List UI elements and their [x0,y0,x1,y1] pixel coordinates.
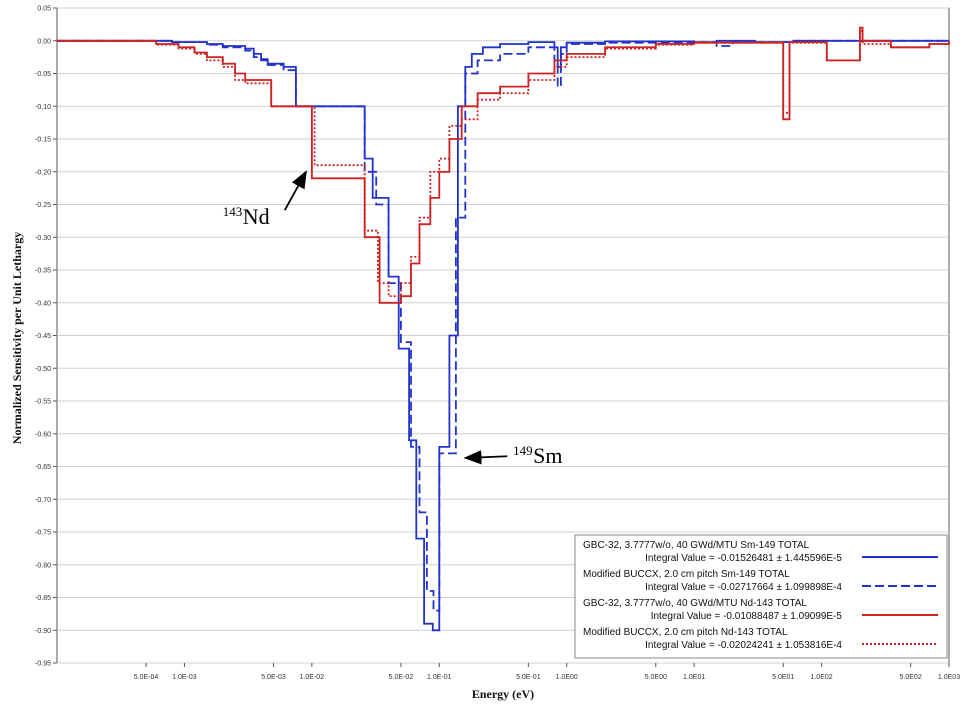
legend: GBC-32, 3.7777w/o, 40 GWd/MTU Sm-149 TOT… [574,534,948,659]
legend-series-name: GBC-32, 3.7777w/o, 40 GWd/MTU Nd-143 TOT… [583,598,807,609]
x-tick-label: 5.0E-04 [134,674,159,681]
annotations: 143 Nd 149 Sm [223,170,563,468]
y-tick-label: -0.55 [35,399,51,406]
y-tick-label: -0.50 [35,366,51,373]
series-line-2 [57,39,949,612]
y-tick-label: -0.45 [35,333,51,340]
annotation-superscript: 149 [513,443,533,458]
annotation-arrow [284,170,307,211]
legend-integral-value: Integral Value = -0.01088487 ± 1.09099E-… [651,611,843,622]
x-tick-label: 1.0E02 [810,674,832,681]
legend-integral-value: Integral Value = -0.02717664 ± 1.099898E… [645,582,842,593]
y-tick-label: -0.80 [35,562,51,569]
legend-series-name: GBC-32, 3.7777w/o, 40 GWd/MTU Sm-149 TOT… [583,540,810,551]
y-tick-label: -0.65 [35,464,51,471]
annotation-sm: 149 Sm [463,443,563,468]
y-tick-label: -0.95 [35,661,51,668]
y-tick-label: 0.00 [37,38,51,45]
x-tick-label: 5.0E-02 [389,674,414,681]
y-tick-label: 0.05 [37,6,51,13]
series-line-4 [57,30,950,298]
x-tick-label: 5.0E-01 [516,674,541,681]
x-tick-label: 1.0E-03 [172,674,197,681]
y-tick-label: -0.30 [35,235,51,242]
legend-box [574,534,948,659]
x-tick-label: 1.0E-02 [300,674,325,681]
x-tick-label: 5.0E-03 [261,674,286,681]
x-tick-label: 5.0E01 [772,674,794,681]
y-tick-label: -0.70 [35,497,51,504]
gridlines [57,7,949,664]
x-tick-label: 1.0E-01 [427,674,452,681]
legend-integral-value: Integral Value = -0.01526481 ± 1.445596E… [645,553,842,564]
legend-series-name: Modified BUCCX, 2.0 cm pitch Nd-143 TOTA… [583,627,788,638]
annotation-label: Nd [243,204,270,229]
x-tick-label: 5.0E02 [900,674,922,681]
y-tick-label: -0.60 [35,431,51,438]
annotation-nd: 143 Nd [223,170,307,229]
annotation-arrow [463,450,508,465]
series-lines [57,26,950,632]
y-tick-label: -0.85 [35,595,51,602]
x-tick-label: 5.0E00 [645,674,667,681]
x-tick-label: 1.0E03 [938,674,960,681]
legend-integral-value: Integral Value = -0.02024241 ± 1.053816E… [645,640,842,651]
y-tick-label: -0.35 [35,268,51,275]
x-axis-label: Energy (eV) [472,687,534,701]
y-tick-label: -0.05 [35,71,51,78]
y-tick-label: -0.10 [35,104,51,111]
series-line-3 [57,26,950,304]
legend-series-name: Modified BUCCX, 2.0 cm pitch Sm-149 TOTA… [583,569,790,580]
y-tick-label: -0.40 [35,300,51,307]
x-tick-label: 1.0E01 [683,674,705,681]
x-tick-label: 1.0E00 [556,674,578,681]
y-tick-label: -0.90 [35,628,51,635]
x-tick-labels: 5.0E-04 1.0E-03 5.0E-03 1.0E-02 5.0E-02 1.0E-… [134,663,960,681]
y-tick-label: -0.25 [35,202,51,209]
y-tick-label: -0.75 [35,530,51,537]
y-tick-label: -0.20 [35,169,51,176]
annotation-superscript: 143 [223,204,243,219]
y-tick-labels: 0.05 0.00 -0.05 -0.10 -0.15 -0.20 -0.25 -0.30 -0… [35,6,57,668]
y-tick-label: -0.15 [35,137,51,144]
y-axis-label: Normalized Sensitivity per Unit Lethargy [10,232,24,444]
annotation-label: Sm [533,443,562,468]
